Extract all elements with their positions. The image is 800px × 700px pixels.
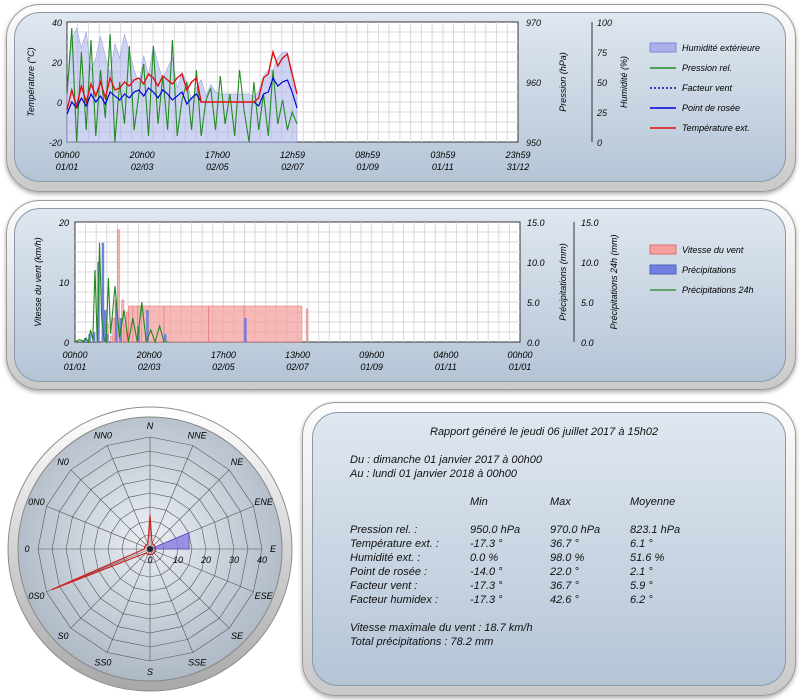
rose-ring [51,450,249,648]
row-avg: 2.1 ° [630,566,653,578]
row-max: 970.0 hPa [550,524,601,536]
rose-ring [93,492,207,606]
row-label: Humidité ext. : [350,552,421,564]
row-min: 0.0 % [470,552,499,564]
rose-direction-label: N [147,421,154,431]
rose-ring [79,478,221,620]
row-max: 98.0 % [550,552,585,564]
rose-direction-label: SE [231,631,244,641]
row-avg: 823.1 hPa [630,524,681,536]
rose-direction-label: NE [231,457,244,467]
rose-ring [107,506,193,592]
report-to: Au : lundi 01 janvier 2018 à 00h00 [350,468,517,480]
row-max: 22.0 ° [550,566,579,578]
rose-center-dot [147,546,153,552]
rose-spoke [149,505,254,550]
rose-outer-ring [7,406,293,692]
report-wind-max: Vitesse maximale du vent : 18.7 km/h [350,622,533,634]
rose-direction-label: SS0 [94,658,111,668]
rose-direction-label: N0 [57,457,69,467]
rose-direction-label: 0N0 [28,497,45,507]
rose-direction-label: E [270,544,277,554]
rose-speed-line [51,515,157,591]
rose-direction-label: NNE [188,430,208,440]
rose-spoke [149,548,254,593]
report: Rapport généré le jeudi 06 juillet 2017 … [318,418,778,668]
rose-frequency-area [149,532,190,550]
rose-spoke [106,548,151,653]
rose-spoke [46,548,151,593]
row-avg: 51.6 % [630,552,665,564]
row-label: Pression rel. : [350,524,418,536]
rose-direction-label: S [147,667,153,677]
row-label: Point de rosée : [350,566,428,578]
row-avg: 5.9 ° [630,580,653,592]
rose-direction-label: SSE [188,658,207,668]
rose-direction-label: NN0 [94,430,112,440]
rose-direction-label: 0 [24,544,29,554]
rose-direction-label: ESE [255,591,274,601]
rose-spoke [149,548,230,629]
rose-spoke [149,445,194,550]
rose-spoke [106,445,151,550]
row-label: Facteur vent : [350,580,418,592]
rose-radial-label: 10 [173,555,183,565]
rose-spoke [149,548,194,653]
report-rain-total: Total précipitations : 78.2 mm [350,636,494,648]
row-max: 42.6 ° [550,594,579,606]
header-avg: Moyenne [630,496,676,508]
rose-spoke [149,469,230,550]
rose-direction-label: 0S0 [28,591,44,601]
row-min: -17.3 ° [470,594,503,606]
header-max: Max [550,496,571,508]
row-label: Température ext. : [350,538,439,550]
report-title: Rapport généré le jeudi 06 juillet 2017 … [430,426,659,438]
panel-temperature-inner [14,12,786,182]
rose-radial-label: 20 [200,555,211,565]
row-min: -14.0 ° [470,566,503,578]
rose-ring [135,534,165,564]
rose-spoke [46,505,151,550]
row-min: -17.3 ° [470,580,503,592]
rose-ring [37,436,263,662]
rose-ring [121,520,179,578]
rose-ring [65,464,235,634]
rose-spoke [70,469,151,550]
rose-radial-label: 30 [229,555,239,565]
row-max: 36.7 ° [550,538,579,550]
rose-direction-label: ENE [254,497,274,507]
rose-face [17,416,283,682]
report-inner [312,412,786,686]
header-min: Min [470,496,488,508]
report-from: Du : dimanche 01 janvier 2017 à 00h00 [350,454,543,466]
row-avg: 6.2 ° [630,594,653,606]
rose-spoke [70,548,151,629]
rose-radial-label: 40 [257,555,267,565]
rose-radial-label: 0 [147,555,152,565]
panel-wind-inner [14,208,786,382]
row-label: Facteur humidex : [350,594,439,606]
row-avg: 6.1 ° [630,538,653,550]
rose-direction-label: S0 [57,631,68,641]
row-min: -17.3 ° [470,538,503,550]
row-min: 950.0 hPa [470,524,521,536]
row-max: 36.7 ° [550,580,579,592]
